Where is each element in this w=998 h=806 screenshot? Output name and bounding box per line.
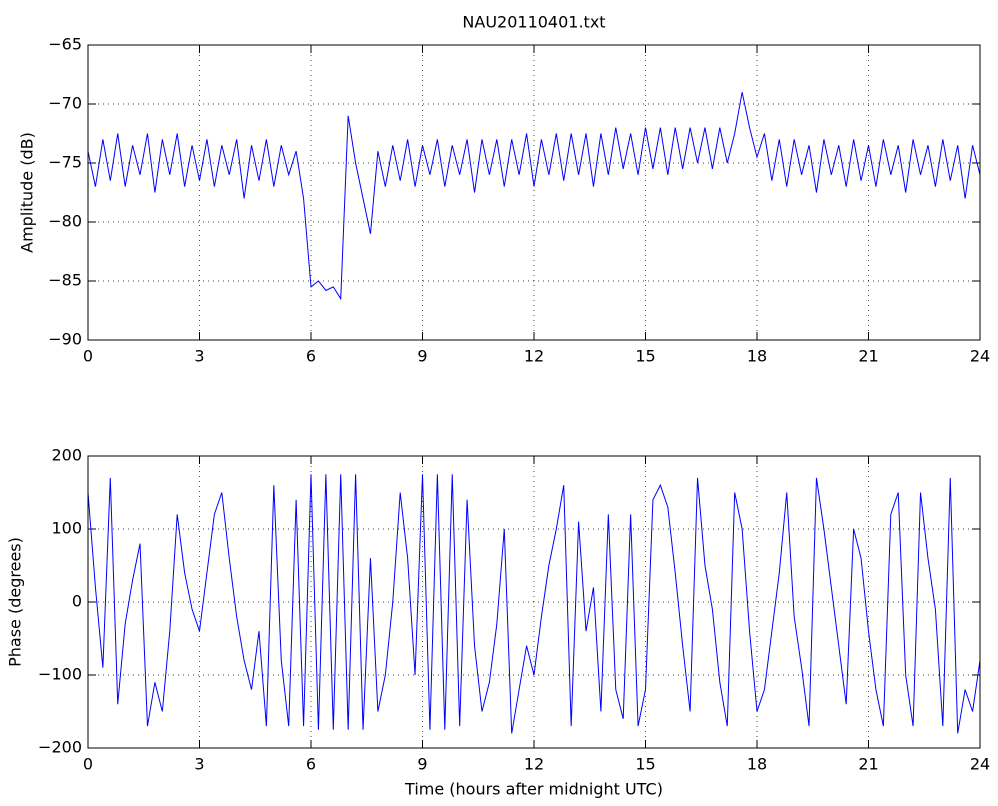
x-tick-label: 6 — [306, 755, 316, 774]
chart-title: NAU20110401.txt — [462, 13, 605, 32]
x-tick-label: 21 — [858, 347, 878, 366]
x-tick-label: 0 — [83, 755, 93, 774]
x-axis-label: Time (hours after midnight UTC) — [404, 780, 663, 799]
axes-frame — [87, 44, 981, 341]
x-tick-label: 24 — [970, 755, 990, 774]
x-tick-label: 3 — [194, 347, 204, 366]
y-tick-label: −65 — [48, 35, 82, 54]
y-tick-label: 100 — [51, 519, 82, 538]
x-tick-label: 15 — [635, 755, 655, 774]
axes-frame — [87, 455, 981, 749]
y-tick-label: −90 — [48, 330, 82, 349]
y-axis-label: Amplitude (dB) — [18, 132, 37, 253]
y-axis-label: Phase (degrees) — [6, 537, 25, 667]
x-tick-label: 3 — [194, 755, 204, 774]
y-tick-label: −70 — [48, 94, 82, 113]
x-tick-label: 21 — [858, 755, 878, 774]
data-line — [87, 92, 981, 301]
x-tick-label: 9 — [417, 347, 427, 366]
y-tick-label: −100 — [38, 665, 82, 684]
y-tick-label: 200 — [51, 446, 82, 465]
y-tick-label: −85 — [48, 271, 82, 290]
x-tick-label: 18 — [747, 347, 767, 366]
x-tick-label: 6 — [306, 347, 316, 366]
x-tick-label: 18 — [747, 755, 767, 774]
x-tick-label: 24 — [970, 347, 990, 366]
data-line — [87, 474, 981, 734]
y-tick-label: 0 — [72, 592, 82, 611]
y-tick-label: −75 — [48, 153, 82, 172]
x-tick-label: 15 — [635, 347, 655, 366]
y-tick-label: −200 — [38, 738, 82, 757]
y-tick-label: −80 — [48, 212, 82, 231]
x-tick-label: 12 — [524, 755, 544, 774]
x-tick-label: 9 — [417, 755, 427, 774]
x-tick-label: 12 — [524, 347, 544, 366]
x-tick-label: 0 — [83, 347, 93, 366]
